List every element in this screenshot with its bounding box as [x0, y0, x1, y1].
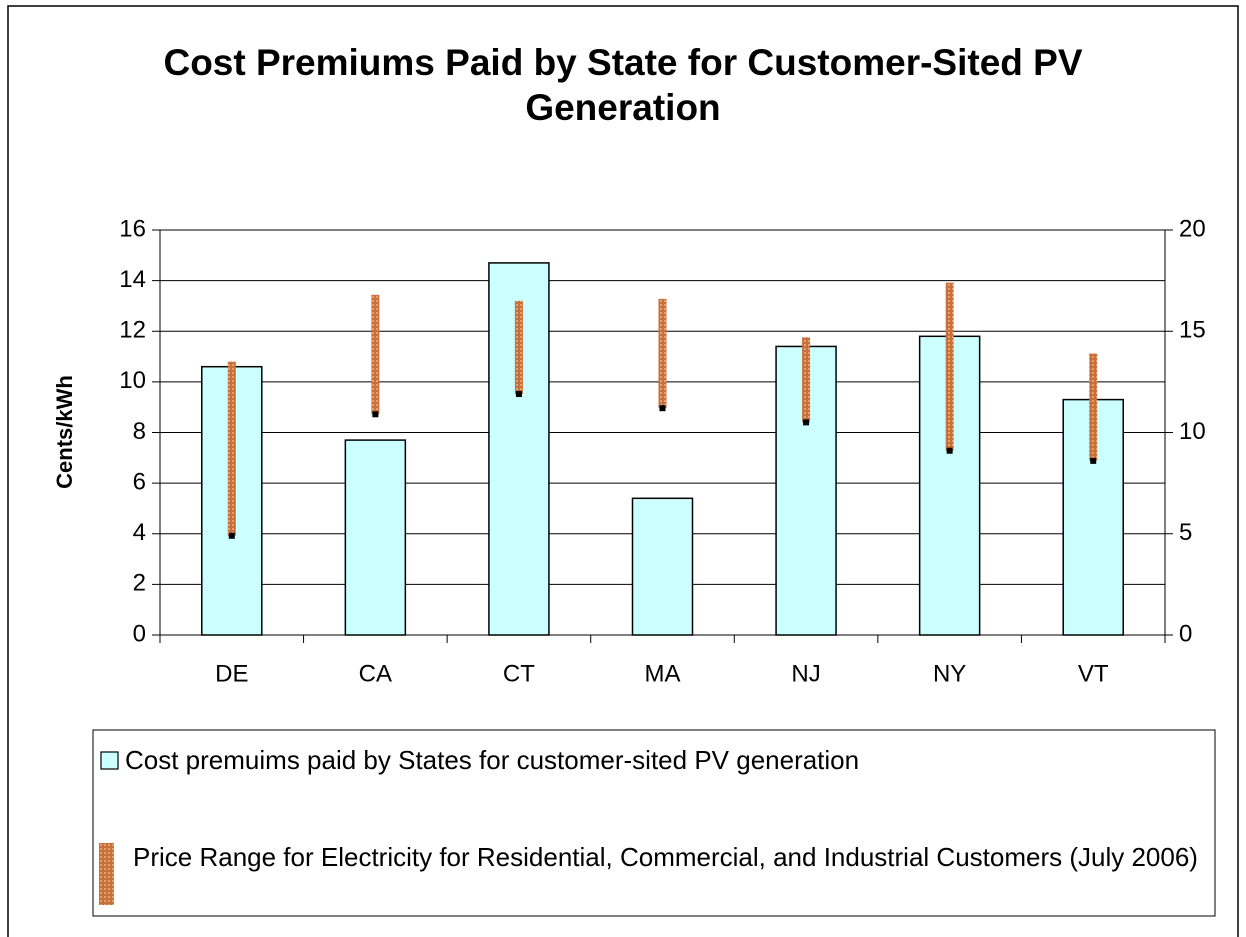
range-bar	[658, 298, 667, 409]
range-low-marker	[1090, 457, 1097, 464]
y-tick-label: 0	[133, 620, 146, 647]
chart-border	[7, 5, 1239, 937]
range-low-marker	[659, 405, 666, 412]
title-box: Cost Premiums Paid by State for Customer…	[163, 42, 1083, 128]
y-axis-label: Cents/kWh	[52, 375, 77, 489]
range-low-marker	[228, 532, 235, 539]
x-tick-label: NY	[933, 660, 966, 687]
range-bar	[514, 300, 523, 395]
legend-label: Price Range for Electricity for Resident…	[133, 842, 1198, 872]
range-bar	[1089, 353, 1098, 461]
legend-swatch	[100, 751, 119, 770]
range-bar	[227, 361, 236, 536]
legend-box	[92, 729, 1216, 917]
y2-tick-label: 0	[1179, 620, 1192, 647]
x-tick-label: NJ	[791, 660, 820, 687]
x-tick-label: DE	[215, 660, 248, 687]
y2-tick-label: 20	[1179, 215, 1206, 242]
range-bar	[802, 337, 811, 423]
y-tick-label: 6	[133, 468, 146, 495]
x-tick-label: VT	[1078, 660, 1109, 687]
range-low-marker	[946, 447, 953, 454]
chart-title: Cost Premiums Paid by State for Customer…	[163, 42, 1083, 128]
x-tick-label: MA	[645, 660, 681, 687]
bar	[344, 439, 407, 636]
x-tick-label: CT	[503, 660, 535, 687]
y-tick-label: 2	[133, 570, 146, 597]
y2-tick-label: 5	[1179, 519, 1192, 546]
range-low-marker	[515, 391, 522, 398]
y-tick-label: 14	[119, 266, 146, 293]
y2-tick-label: 15	[1179, 317, 1206, 344]
legend-swatch	[99, 843, 114, 905]
y-tick-label: 4	[133, 519, 146, 546]
y-tick-label: 12	[119, 317, 146, 344]
range-bar	[945, 282, 954, 451]
range-bar	[371, 294, 380, 415]
y-tick-label: 10	[119, 367, 146, 394]
bar	[631, 497, 694, 636]
range-low-marker	[372, 411, 379, 418]
y-tick-label: 8	[133, 418, 146, 445]
range-low-marker	[803, 419, 810, 426]
y2-tick-label: 10	[1179, 418, 1206, 445]
legend-label: Cost premuims paid by States for custome…	[125, 745, 860, 775]
x-tick-label: CA	[359, 660, 392, 687]
y-tick-label: 16	[119, 215, 146, 242]
